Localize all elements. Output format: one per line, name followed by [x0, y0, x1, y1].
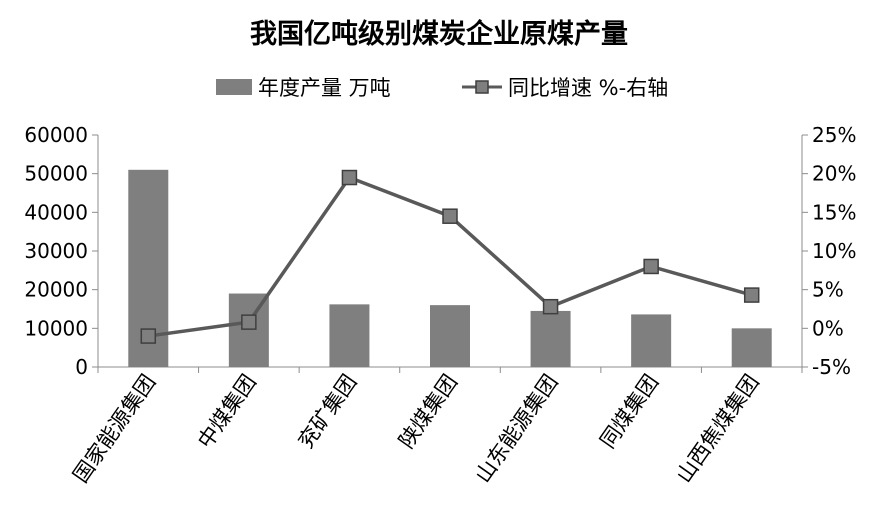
- category-label: 陕煤集团: [394, 370, 462, 453]
- category-label: 兖矿集团: [294, 370, 362, 453]
- line-point: [140, 328, 157, 344]
- right-tick-label: 15%: [812, 200, 856, 224]
- category-label: 同煤集团: [595, 370, 663, 453]
- line-point: [341, 169, 358, 186]
- legend-line-label: 同比增速 %-右轴: [508, 76, 668, 100]
- legend-line-marker: [475, 80, 489, 94]
- bar: [530, 310, 571, 367]
- left-tick-label: 0: [75, 355, 88, 379]
- right-tick-label: 5%: [812, 278, 844, 302]
- growth-line: [140, 169, 760, 344]
- chart-title: 我国亿吨级别煤炭企业原煤产量: [250, 18, 628, 50]
- right-tick-label: 0%: [812, 316, 844, 340]
- axes: 0 10000 20000 30000 40000 50000 60000 -5% 0% 5% 10…: [24, 123, 856, 379]
- legend-bar-swatch: [216, 79, 252, 95]
- right-tick-label: -5%: [812, 355, 851, 379]
- left-tick-label: 10000: [24, 316, 88, 340]
- left-tick-label: 60000: [24, 123, 88, 147]
- line-point: [542, 298, 559, 315]
- legend: 年度产量 万吨 同比增速 %-右轴: [216, 76, 668, 100]
- left-tick-label: 50000: [24, 162, 88, 186]
- category-labels: 国家能源集团 中煤集团 兖矿集团 陕煤集团 山东能源集团 同煤集团 山西焦煤集团: [68, 370, 763, 487]
- right-tick-label: 10%: [812, 239, 856, 263]
- right-tick-label: 20%: [812, 162, 856, 186]
- left-tick-label: 20000: [24, 278, 88, 302]
- line-point: [241, 314, 257, 330]
- line-point: [743, 287, 760, 303]
- bar: [631, 314, 672, 367]
- line-point: [442, 208, 458, 224]
- bar: [329, 304, 370, 367]
- category-label: 山东能源集团: [471, 370, 563, 487]
- legend-bar-label: 年度产量 万吨: [258, 76, 391, 100]
- category-label: 山西焦煤集团: [672, 370, 764, 487]
- bars: [128, 169, 772, 367]
- right-tick-label: 25%: [812, 123, 856, 147]
- category-label: 国家能源集团: [68, 370, 160, 487]
- left-tick-label: 30000: [24, 239, 88, 263]
- category-label: 中煤集团: [193, 370, 261, 453]
- line-point: [643, 258, 659, 275]
- bar: [731, 328, 772, 367]
- left-tick-label: 40000: [24, 200, 88, 224]
- bar: [430, 305, 470, 367]
